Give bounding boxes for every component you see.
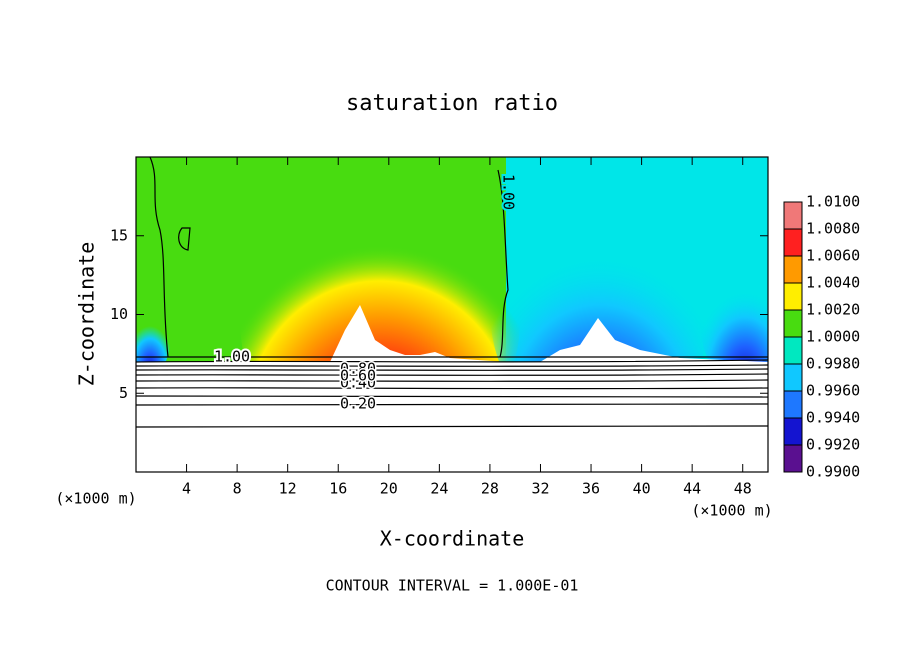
colorbar-band [784,364,802,391]
y-tick-label: 15 [110,226,128,244]
colorbar-label: 1.0000 [806,328,860,346]
x-tick-label: 4 [182,480,191,498]
field: 1.00 1.00 0.80 0.40 0.20 0.60 [136,157,768,472]
contour-label: 0.20 [340,395,376,413]
contour-label: 1.00 [500,174,518,210]
contour-lines [136,157,768,428]
footnote: CONTOUR INTERVAL = 1.000E-01 [326,577,579,595]
colorbar-label: 1.0100 [806,193,860,211]
colorbar-label: 1.0060 [806,247,860,265]
x-tick-label: 40 [633,480,651,498]
x-tick-label: 8 [233,480,242,498]
y-tick-label: 5 [119,384,128,402]
colorbar-label: 0.9960 [806,382,860,400]
colorbar-label: 1.0080 [806,220,860,238]
colorbar-band [784,445,802,472]
colorbar-label: 1.0040 [806,274,860,292]
chart-title: saturation ratio [346,91,558,116]
y-axis-label: Z-coordinate [75,242,99,387]
x-tick-label: 36 [582,480,600,498]
x-tick-label: 16 [329,480,347,498]
x-tick-label: 48 [734,480,752,498]
contour-label: 0.40 [340,374,376,392]
colorbar-band [784,202,802,229]
colorbar-band [784,310,802,337]
x-unit: (×1000 m) [691,502,772,520]
colorbar-band [784,229,802,256]
colorbar-band [784,283,802,310]
colorbar-band [784,391,802,418]
x-axis-label: X-coordinate [380,527,525,551]
y-unit: (×1000 m) [55,490,136,508]
colorbar-label: 0.9900 [806,463,860,481]
colorbar-label: 0.9940 [806,409,860,427]
colorbar-label: 0.9920 [806,436,860,454]
x-tick-label: 44 [683,480,701,498]
colorbar-band [784,418,802,445]
colorbar-band [784,337,802,364]
colorbar-label: 0.9980 [806,355,860,373]
field-region [700,250,768,390]
x-tick-label: 20 [380,480,398,498]
contour-label: 0.80 [340,360,376,378]
colorbar-label: 1.0020 [806,301,860,319]
x-tick-label: 12 [279,480,297,498]
x-tick-label: 24 [430,480,448,498]
x-tick-label: 28 [481,480,499,498]
y-tick-label: 10 [110,305,128,323]
contour-label: 0.60 [340,367,376,385]
contour-label: 1.00 [214,348,250,366]
colorbar-band [784,256,802,283]
x-tick-label: 32 [531,480,549,498]
